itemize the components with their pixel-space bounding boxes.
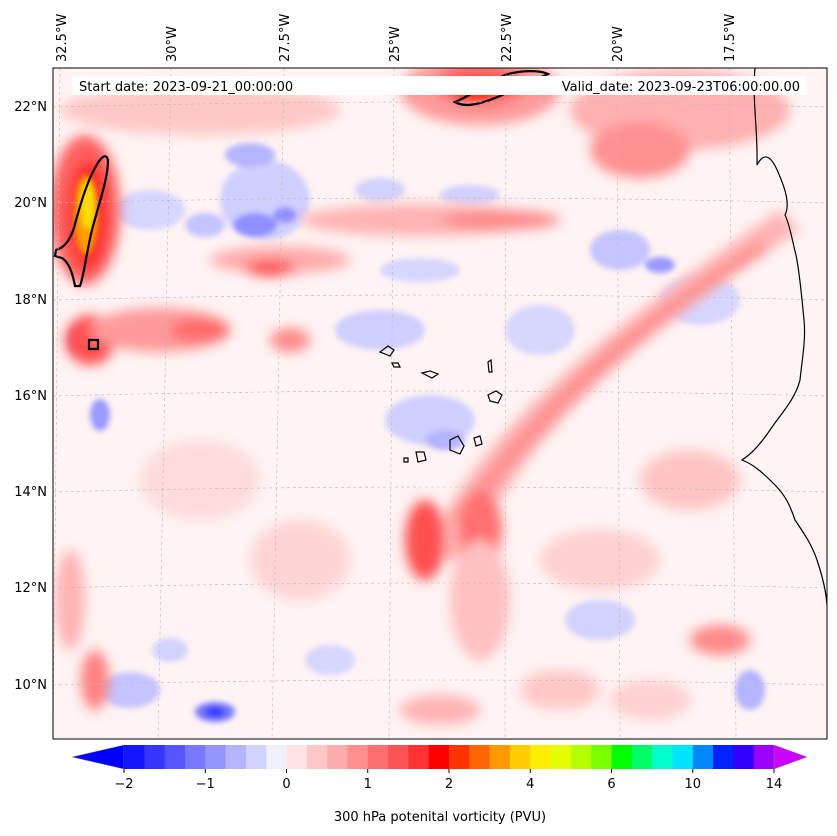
cape-verde-islands	[378, 345, 503, 463]
gridlines	[53, 68, 827, 739]
header-banner	[72, 76, 807, 95]
colorbar-segment	[753, 745, 775, 769]
africa-coastline	[740, 68, 827, 606]
lat-tick-label: 12°N	[14, 581, 47, 596]
colorbar-segment	[428, 745, 450, 769]
lat-tick-label: 18°N	[14, 293, 47, 308]
colorbar-segment	[713, 745, 734, 769]
colorbar-segment	[367, 745, 389, 769]
colorbar-segment	[388, 745, 409, 769]
colorbar-segment	[225, 745, 247, 769]
colorbar-tick-label: −2	[114, 777, 133, 792]
colorbar: −2 −1 0 1 2 4 6 10 14 300 hPa potenital vorticit…	[71, 744, 808, 825]
colorbar-segment	[327, 745, 348, 769]
map-area[interactable]	[50, 55, 827, 739]
colorbar-segment	[631, 745, 653, 769]
colorbar-tick-label: 0	[282, 777, 290, 792]
lon-tick-label: 20°W	[611, 26, 626, 62]
colorbar-segment	[449, 745, 470, 769]
negative-pv-regions	[68, 143, 765, 722]
colorbar-ticks: −2 −1 0 1 2 4 6 10 14	[114, 769, 782, 792]
colorbar-segment	[530, 745, 551, 769]
colorbar-title: 300 hPa potenital vorticity (PVU)	[334, 810, 546, 825]
colorbar-segment	[489, 745, 511, 769]
lat-tick-label: 22°N	[14, 100, 47, 115]
latitude-tick-labels: 22°N 20°N 18°N 16°N 14°N 12°N 10°N	[14, 100, 47, 693]
colorbar-segment	[306, 745, 328, 769]
lon-tick-label: 22.5°W	[500, 14, 515, 62]
lon-tick-label: 32.5°W	[55, 14, 70, 62]
colorbar-segment	[733, 745, 755, 769]
colorbar-tick-label: 4	[526, 777, 534, 792]
lat-tick-label: 14°N	[14, 485, 47, 500]
colorbar-tick-label: 6	[607, 777, 615, 792]
colorbar-segment	[550, 745, 572, 769]
valid-date-label: Valid_date: 2023-09-23T06:00:00.00	[562, 80, 800, 95]
colorbar-tick-label: 10	[684, 777, 701, 792]
colorbar-segment	[570, 745, 592, 769]
lon-tick-label: 17.5°W	[723, 14, 738, 62]
colorbar-segments	[124, 745, 775, 769]
lat-tick-label: 16°N	[14, 389, 47, 404]
colorbar-segment	[347, 745, 369, 769]
colorbar-segment	[124, 745, 145, 769]
colorbar-tick-label: 14	[766, 777, 783, 792]
colorbar-segment	[184, 745, 206, 769]
lat-tick-label: 20°N	[14, 196, 47, 211]
colorbar-segment	[164, 745, 186, 769]
colorbar-segment	[286, 745, 308, 769]
colorbar-segment	[469, 745, 491, 769]
lat-tick-label: 10°N	[14, 678, 47, 693]
map-frame	[52, 67, 828, 740]
colorbar-segment	[144, 745, 166, 769]
start-date-label: Start date: 2023-09-21_00:00:00	[79, 80, 293, 95]
colorbar-tick-label: −1	[196, 777, 215, 792]
colorbar-tick-label: 1	[364, 777, 372, 792]
colorbar-segment	[509, 745, 531, 769]
lon-tick-label: 27.5°W	[278, 14, 293, 62]
colorbar-segment	[266, 745, 287, 769]
colorbar-segment	[591, 745, 612, 769]
colorbar-segment	[205, 745, 226, 769]
colorbar-under-arrow	[71, 744, 125, 770]
colorbar-tick-label: 2	[445, 777, 453, 792]
colorbar-segment	[652, 745, 673, 769]
colorbar-over-arrow	[773, 744, 808, 770]
longitude-tick-labels: 32.5°W 30°W 27.5°W 25°W 22.5°W 20°W 17.5…	[55, 14, 738, 62]
lon-tick-label: 30°W	[165, 26, 180, 62]
colorbar-segment	[672, 745, 694, 769]
lon-tick-label: 25°W	[388, 26, 403, 62]
coastlines	[378, 68, 827, 606]
colorbar-segment	[408, 745, 430, 769]
colorbar-segment	[245, 745, 267, 769]
colorbar-segment	[692, 745, 714, 769]
colorbar-segment	[611, 745, 633, 769]
